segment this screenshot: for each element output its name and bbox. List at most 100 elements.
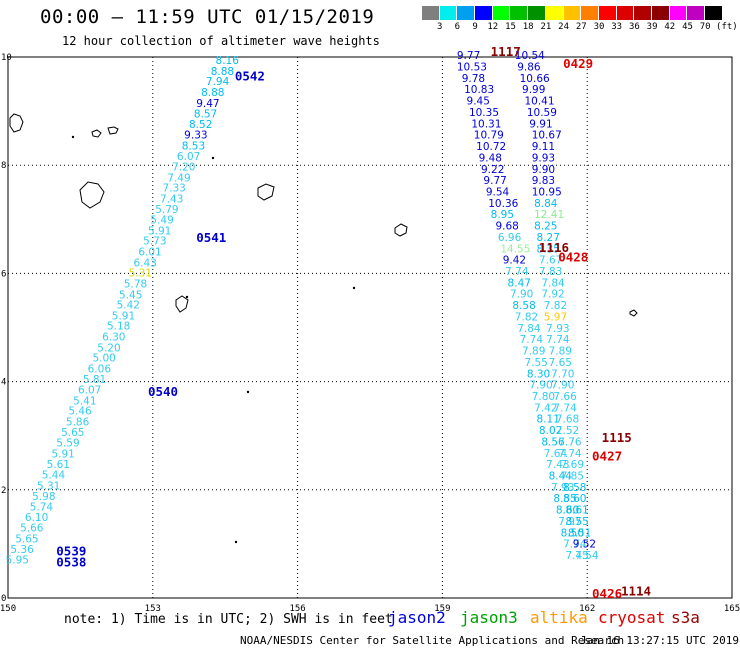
pass-time-label: 0539 xyxy=(56,543,86,558)
wave-height-value: 7.70 xyxy=(551,368,574,380)
wave-height-value: 9.78 xyxy=(462,73,485,85)
wave-height-value: 7.54 xyxy=(575,550,599,562)
wave-height-value: 9.68 xyxy=(495,221,518,233)
scale-label: 6 xyxy=(454,22,461,32)
wave-height-value: 8.60 xyxy=(556,505,579,517)
wave-height-value: 7.84 xyxy=(541,277,565,289)
wave-height-value: 8.58 xyxy=(563,482,586,494)
wave-height-value: 10.41 xyxy=(524,96,554,108)
wave-height-value: 7.74 xyxy=(505,266,529,278)
wave-height-value: 7.89 xyxy=(549,346,572,358)
legend-item-jason2: jason2 xyxy=(388,608,446,627)
wave-height-value: 7.42 xyxy=(534,402,557,414)
wave-height-value: 9.77 xyxy=(483,175,506,187)
wave-height-value: 8.55 xyxy=(565,516,588,528)
wave-height-value: 5.97 xyxy=(544,311,567,323)
lon-tick-label: 150 xyxy=(0,604,16,614)
wave-height-value: 7.90 xyxy=(529,380,552,392)
wave-height-value: 8.84 xyxy=(534,198,558,210)
scale-swatch xyxy=(510,6,529,20)
map-frame xyxy=(7,56,733,599)
wave-height-value: 7.85 xyxy=(561,471,584,483)
wave-height-value: 5.18 xyxy=(107,321,130,333)
wave-height-value: 7.67 xyxy=(539,255,562,267)
wave-height-value: 9.93 xyxy=(532,152,555,164)
wave-height-value: 7.45 xyxy=(565,550,588,562)
wave-height-value: 7.33 xyxy=(162,183,185,195)
scale-swatch xyxy=(439,6,458,20)
scale-label: 18 xyxy=(522,22,534,32)
wave-height-value: 8.50 xyxy=(561,527,584,539)
lon-tick-label: 159 xyxy=(434,604,450,614)
generated-timestamp: Jan 16 13:27:15 UTC 2019 xyxy=(580,634,739,647)
wave-height-value: 5.36 xyxy=(10,544,34,556)
scale-label: 36 xyxy=(628,22,640,32)
wave-height-value: 5.73 xyxy=(143,236,166,248)
scale-label: 3 xyxy=(436,22,443,32)
pass-time-label: 0538 xyxy=(56,555,86,570)
wave-height-value: 7.74 xyxy=(563,539,587,551)
wave-height-value: 5.66 xyxy=(20,522,44,534)
wave-height-value: 5.42 xyxy=(117,300,140,312)
wave-height-value: 5.78 xyxy=(124,278,147,290)
pass-time-label: 0426 xyxy=(592,586,622,601)
wave-height-value: 9.22 xyxy=(481,164,504,176)
wave-height-value: 8.58 xyxy=(512,300,535,312)
wave-height-value: 9.83 xyxy=(532,175,555,187)
pass-time-label: 0427 xyxy=(592,449,622,464)
lon-tick-label: 153 xyxy=(145,604,161,614)
pass-time-label: 0428 xyxy=(558,249,588,264)
wave-height-value: 5.59 xyxy=(56,438,79,450)
legend-item-s3a: s3a xyxy=(671,608,700,627)
wave-height-value: 9.54 xyxy=(486,186,510,198)
wave-height-value: 10.59 xyxy=(527,107,557,119)
wave-height-value: 7.76 xyxy=(558,436,582,448)
wave-height-value: 9.45 xyxy=(467,96,490,108)
scale-swatch xyxy=(581,6,599,20)
wave-height-value: 8.47 xyxy=(508,277,531,289)
lat-tick-label: 6 xyxy=(1,269,6,279)
wave-height-value: 6.07 xyxy=(78,385,101,397)
wave-height-value: 7.64 xyxy=(544,448,568,460)
scale-swatch xyxy=(616,6,635,20)
island-outline xyxy=(9,113,24,133)
wave-height-value: 6.10 xyxy=(25,512,48,524)
scale-label: 39 xyxy=(646,22,658,32)
wave-height-value: 8.53 xyxy=(182,141,205,153)
wave-height-value: 8.35 xyxy=(537,243,560,255)
scale-swatch xyxy=(669,6,688,20)
wave-height-value: 5.65 xyxy=(61,427,84,439)
lon-tick-label: 162 xyxy=(579,604,595,614)
pass-time-label: 0540 xyxy=(148,384,178,399)
wave-height-value: 10.66 xyxy=(520,73,550,85)
scale-label: 24 xyxy=(558,22,570,32)
wave-height-value: 5.31 xyxy=(37,480,60,492)
wave-height-value: 5.20 xyxy=(97,342,120,354)
wave-height-value: 6.07 xyxy=(177,151,200,163)
scale-swatch xyxy=(528,6,546,20)
wave-height-value: 7.74 xyxy=(546,334,570,346)
wave-height-value: 7.43 xyxy=(160,194,183,206)
wave-height-value: 8.88 xyxy=(201,87,224,99)
wave-height-value: 5.79 xyxy=(155,204,178,216)
scale-label: 12 xyxy=(487,22,499,32)
wave-height-value: 8.51 xyxy=(568,527,591,539)
lat-tick-label: 4 xyxy=(1,378,6,388)
wave-height-value: 5.95 xyxy=(6,554,29,566)
scale-swatch xyxy=(651,6,670,20)
wave-height-value: 7.93 xyxy=(551,482,574,494)
wave-height-value: 10.72 xyxy=(476,141,506,153)
wave-height-value: 7.92 xyxy=(541,289,564,301)
legend-item-altika: altika xyxy=(530,608,588,627)
wave-height-value: 7.90 xyxy=(510,289,533,301)
island-outline xyxy=(91,129,102,138)
wave-height-value: 5.65 xyxy=(15,533,38,545)
wave-height-value: 9.91 xyxy=(529,118,552,130)
lat-tick-label: 2 xyxy=(1,486,6,496)
map-grid: 150 153 156 159 162 165 0 2 4 6 8 10 xyxy=(0,53,740,614)
island-outlines xyxy=(9,113,638,544)
wave-height-value: 6.30 xyxy=(102,331,125,343)
wave-height-value: 9.47 xyxy=(196,98,219,110)
footer-note: note: 1) Time is in UTC; 2) SWH is in fe… xyxy=(64,612,393,627)
